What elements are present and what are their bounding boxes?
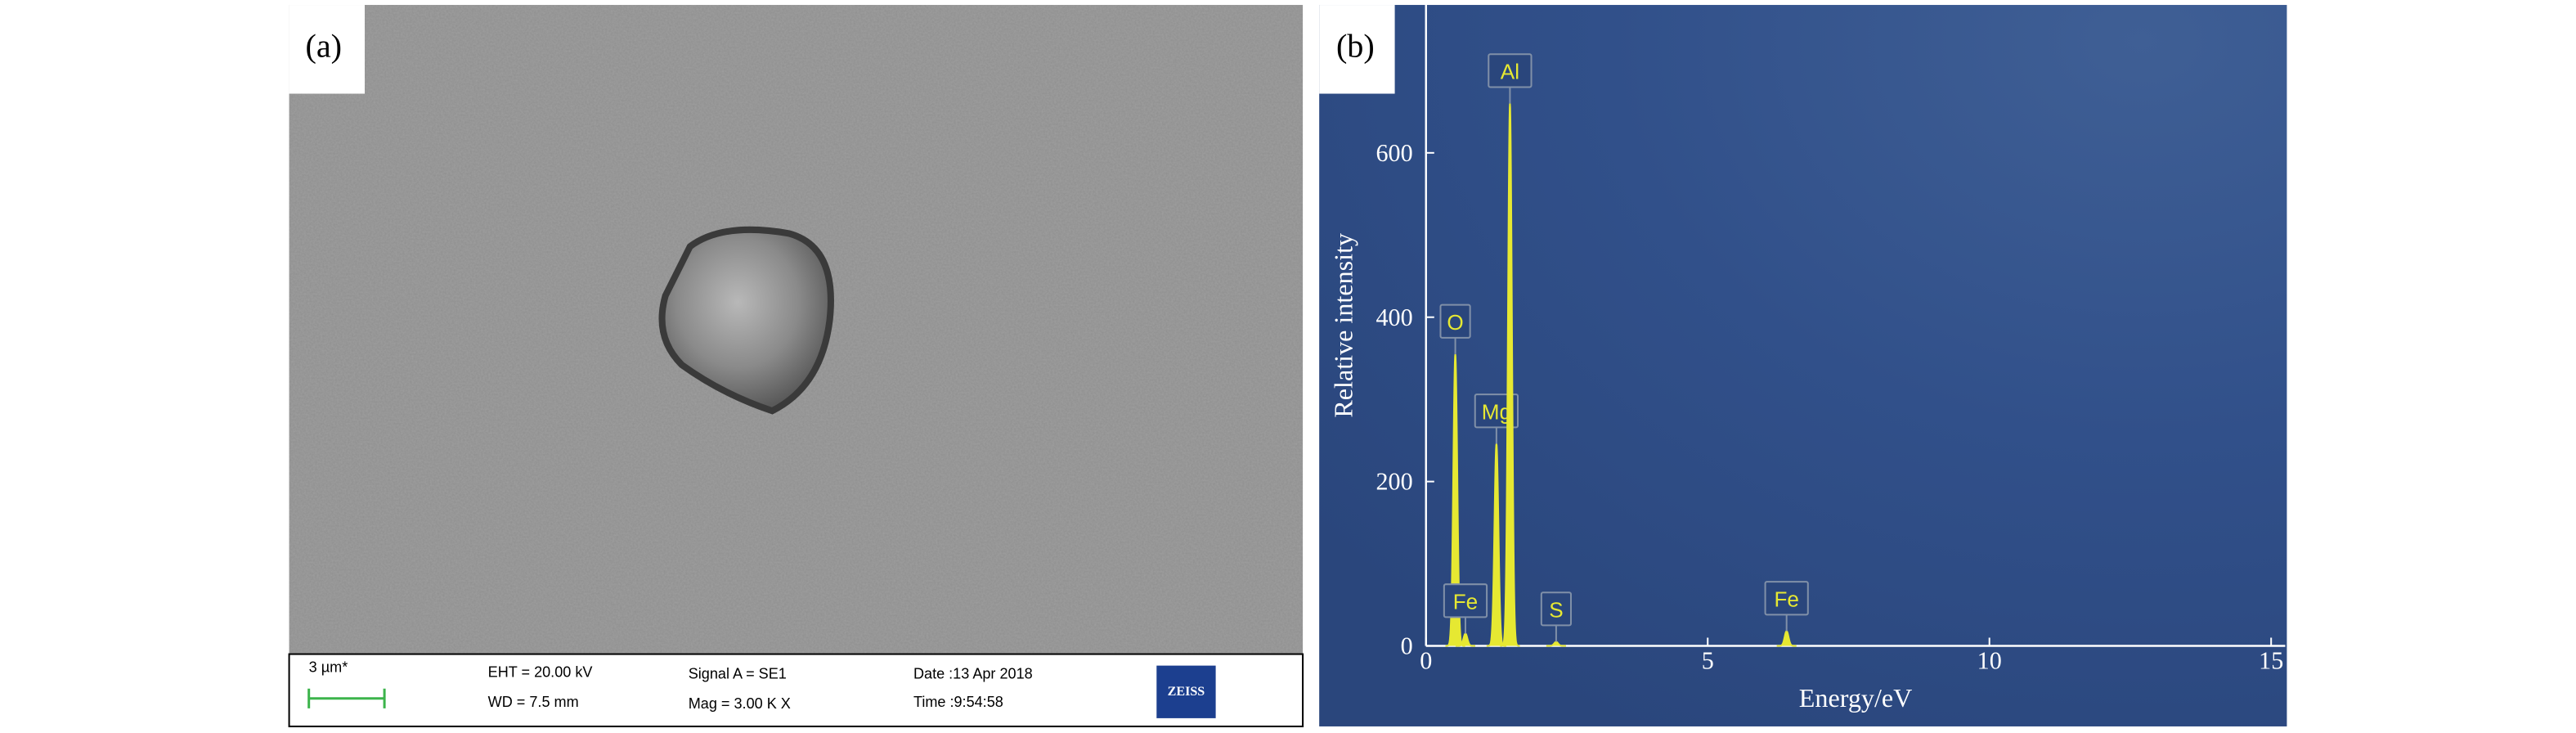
info-bar: [288, 653, 1304, 727]
info-text: Mag = 3.00 K X: [689, 695, 791, 712]
info-text: Date :13 Apr 2018: [913, 666, 1033, 682]
y-axis-label: Relative intensity: [1328, 233, 1358, 418]
y-tick-label: 600: [1376, 139, 1412, 167]
label-box: [1488, 53, 1533, 88]
y-tick-label: 400: [1376, 304, 1412, 331]
x-tick-label: 0: [1420, 647, 1432, 675]
panel-label: (b): [1336, 27, 1375, 64]
x-axis-label: Energy/eV: [1799, 683, 1913, 713]
y-tick-label: 200: [1376, 468, 1412, 496]
label-box: [1439, 304, 1471, 339]
panel-label: (a): [305, 27, 342, 64]
plot-background: [1319, 5, 2287, 726]
x-tick-label: 15: [2259, 647, 2283, 675]
label-box: [1443, 583, 1488, 618]
x-tick-label: 10: [1977, 647, 2002, 675]
peak-label: Fe: [1774, 587, 1798, 611]
x-tick-label: 5: [1702, 647, 1714, 675]
y-tick-label: 0: [1401, 632, 1413, 660]
info-text: WD = 7.5 mm: [488, 694, 579, 710]
peak-label: Al: [1501, 59, 1519, 83]
eds-panel: (b) 0 5 10 15 0 200 400 600 Energy/eV Relative in…: [1319, 5, 2287, 726]
info-text: EHT = 20.00 kV: [488, 664, 593, 681]
peak-label: O: [1447, 310, 1463, 335]
info-text: Signal A = SE1: [689, 666, 787, 682]
logo: ZEISS: [1168, 685, 1205, 699]
panel-label-box: [1319, 5, 1395, 94]
info-text: Time :9:54:58: [913, 694, 1003, 710]
scale-text: 3 µm*: [309, 659, 348, 676]
peak-label: Mg: [1482, 399, 1511, 424]
label-box: [1540, 591, 1572, 627]
sem-panel: (a) 3 µm* EHT = 20.00 kV WD = 7.5 mm Sig…: [288, 5, 1304, 727]
logo-box: [1156, 665, 1216, 718]
scale-bar: [307, 688, 386, 708]
particle: [658, 226, 834, 415]
label-box: [1764, 581, 1809, 616]
peak-label: S: [1549, 597, 1563, 622]
panel-label-box: [289, 5, 365, 94]
peak-label: Fe: [1453, 589, 1478, 614]
